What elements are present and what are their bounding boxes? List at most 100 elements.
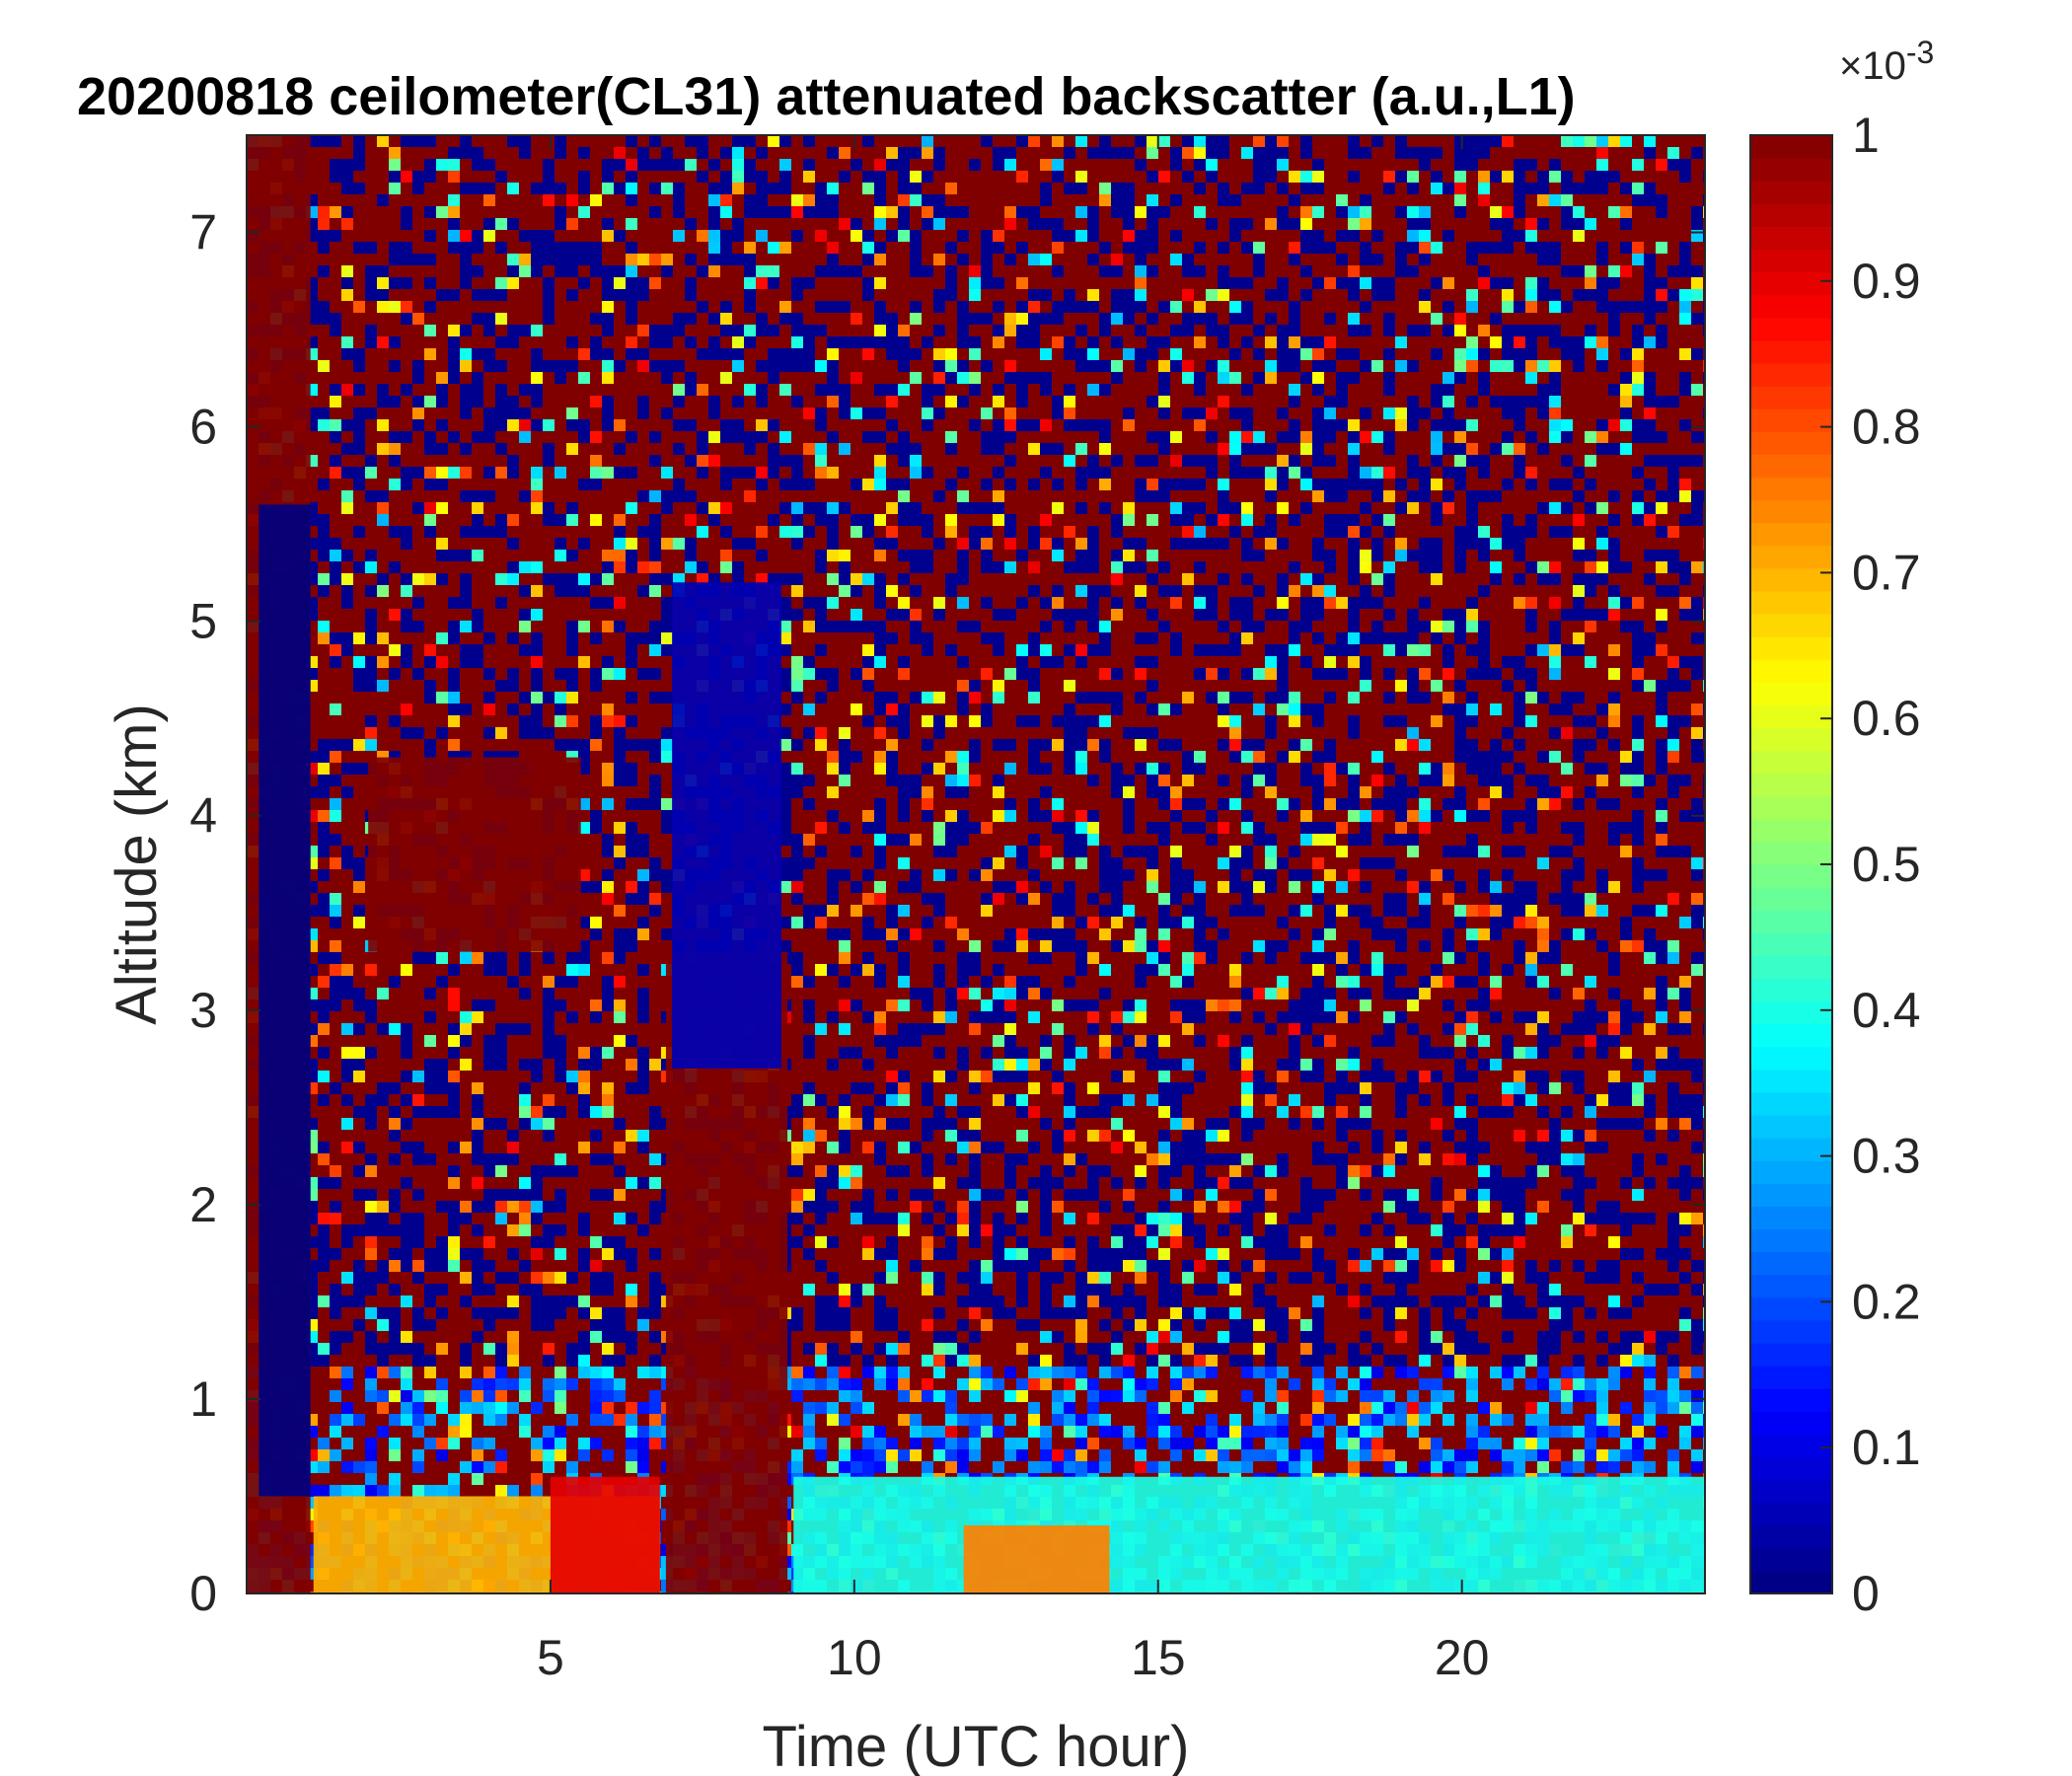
colorbar-tick-label: 1	[1852, 108, 1880, 163]
chart-title: 20200818 ceilometer(CL31) attenuated bac…	[77, 67, 1576, 126]
colorbar-segment	[1750, 1138, 1832, 1161]
x-tick-label: 5	[537, 1630, 564, 1685]
colorbar-segment	[1750, 567, 1832, 592]
colorbar-segment	[1750, 1524, 1832, 1549]
colorbar-segment	[1750, 477, 1832, 501]
colorbar-segment	[1750, 386, 1832, 409]
colorbar-segment	[1750, 1434, 1832, 1458]
y-tick-label: 3	[189, 983, 217, 1038]
colorbar-segment	[1750, 1160, 1832, 1184]
colorbar-tick-label: 0.8	[1852, 400, 1921, 455]
colorbar-segment	[1750, 271, 1832, 296]
colorbar-tick-label: 0	[1852, 1566, 1880, 1621]
colorbar-segment	[1750, 1000, 1832, 1025]
colorbar-segment	[1750, 750, 1832, 775]
colorbar-segment	[1750, 181, 1832, 204]
colorbar-tick-label: 0.2	[1852, 1274, 1921, 1329]
colorbar-segment	[1750, 704, 1832, 729]
colorbar-segment	[1750, 499, 1832, 524]
y-tick-label: 6	[189, 400, 217, 455]
colorbar-segment	[1750, 1411, 1832, 1435]
colorbar-segment	[1750, 1388, 1832, 1412]
colorbar-segment	[1750, 317, 1832, 341]
y-axis: 0 1 2 3 4 5 6 7	[189, 205, 1705, 1621]
colorbar-segment	[1750, 249, 1832, 273]
colorbar-segment	[1750, 203, 1832, 227]
colorbar-segment	[1750, 1069, 1832, 1093]
colorbar-segment	[1750, 1479, 1832, 1504]
x-tick-label: 15	[1131, 1630, 1186, 1685]
colorbar: 0 0.1 0.2 0.3 0.4 0.5 0.6 0.7 0.8 0.9 1 ×10-3	[1749, 35, 1934, 1621]
colorbar-segment	[1750, 1183, 1832, 1208]
colorbar-segment	[1750, 1274, 1832, 1298]
heatmap-region-6	[550, 1476, 660, 1593]
colorbar-segment	[1750, 682, 1832, 705]
y-tick-label: 4	[189, 788, 217, 844]
colorbar-segment	[1750, 727, 1832, 752]
colorbar-segment	[1750, 1228, 1832, 1253]
colorbar-segment	[1750, 636, 1832, 660]
x-axis: 5 10 15 20	[537, 135, 1489, 1685]
colorbar-segment	[1750, 818, 1832, 843]
colorbar-tick-label: 0.5	[1852, 837, 1921, 892]
heatmap-region-7	[963, 1525, 1110, 1593]
colorbar-segment	[1750, 887, 1832, 911]
x-tick-label: 10	[827, 1630, 882, 1685]
colorbar-segment	[1750, 932, 1832, 956]
colorbar-segment	[1750, 795, 1832, 820]
y-tick-label: 1	[189, 1371, 217, 1427]
colorbar-segment	[1750, 158, 1832, 182]
colorbar-segment	[1750, 773, 1832, 797]
colorbar-segment	[1750, 339, 1832, 364]
colorbar-segment	[1750, 590, 1832, 615]
y-axis-label: Altitude (km)	[105, 703, 169, 1025]
colorbar-tick-label: 0.1	[1852, 1420, 1921, 1475]
colorbar-tick-label: 0.4	[1852, 983, 1921, 1038]
colorbar-segment	[1750, 522, 1832, 547]
colorbar-segment	[1750, 431, 1832, 455]
colorbar-segment	[1750, 1251, 1832, 1276]
heatmap-region-1	[259, 504, 311, 1497]
colorbar-segment	[1750, 1023, 1832, 1048]
colorbar-segment	[1750, 1206, 1832, 1230]
colorbar-segment	[1750, 1319, 1832, 1344]
colorbar-segment	[1750, 613, 1832, 637]
colorbar-segment	[1750, 226, 1832, 251]
y-tick-label: 0	[189, 1566, 217, 1621]
colorbar-segment	[1750, 362, 1832, 387]
colorbar-segment	[1750, 1366, 1832, 1389]
colorbar-segment	[1750, 1547, 1832, 1572]
colorbar-segment	[1750, 659, 1832, 683]
colorbar-segment	[1750, 1115, 1832, 1139]
colorbar-segment	[1750, 1456, 1832, 1481]
colorbar-segment	[1750, 135, 1832, 159]
colorbar-segment	[1750, 910, 1832, 933]
colorbar-tick-label: 0.3	[1852, 1129, 1921, 1184]
x-axis-label: Time (UTC hour)	[763, 1715, 1190, 1776]
colorbar-segment	[1750, 454, 1832, 479]
colorbar-segment	[1750, 408, 1832, 432]
y-tick-label: 7	[189, 205, 217, 260]
y-tick-label: 2	[189, 1177, 217, 1232]
colorbar-exponent: ×10-3	[1839, 35, 1934, 88]
colorbar-segment	[1750, 864, 1832, 888]
colorbar-segment	[1750, 545, 1832, 569]
colorbar-segment	[1750, 1091, 1832, 1116]
heatmap-region-3	[672, 582, 781, 1069]
plot-border	[246, 134, 1706, 1594]
colorbar-tick-label: 0.6	[1852, 691, 1921, 746]
colorbar-segment	[1750, 1570, 1832, 1594]
heatmap-region-5	[793, 1476, 1705, 1593]
plot-area	[247, 135, 1705, 1593]
colorbar-tick-label: 0.9	[1852, 254, 1921, 309]
colorbar-segment	[1750, 1342, 1832, 1367]
colorbar-segment	[1750, 978, 1832, 1002]
colorbar-segment	[1750, 841, 1832, 865]
x-tick-label: 20	[1435, 1630, 1490, 1685]
colorbar-segment	[1750, 1502, 1832, 1526]
colorbar-segment	[1750, 1296, 1832, 1321]
colorbar-tick-label: 0.7	[1852, 545, 1921, 600]
colorbar-segment	[1750, 294, 1832, 319]
heatmap-region-8	[368, 757, 581, 952]
